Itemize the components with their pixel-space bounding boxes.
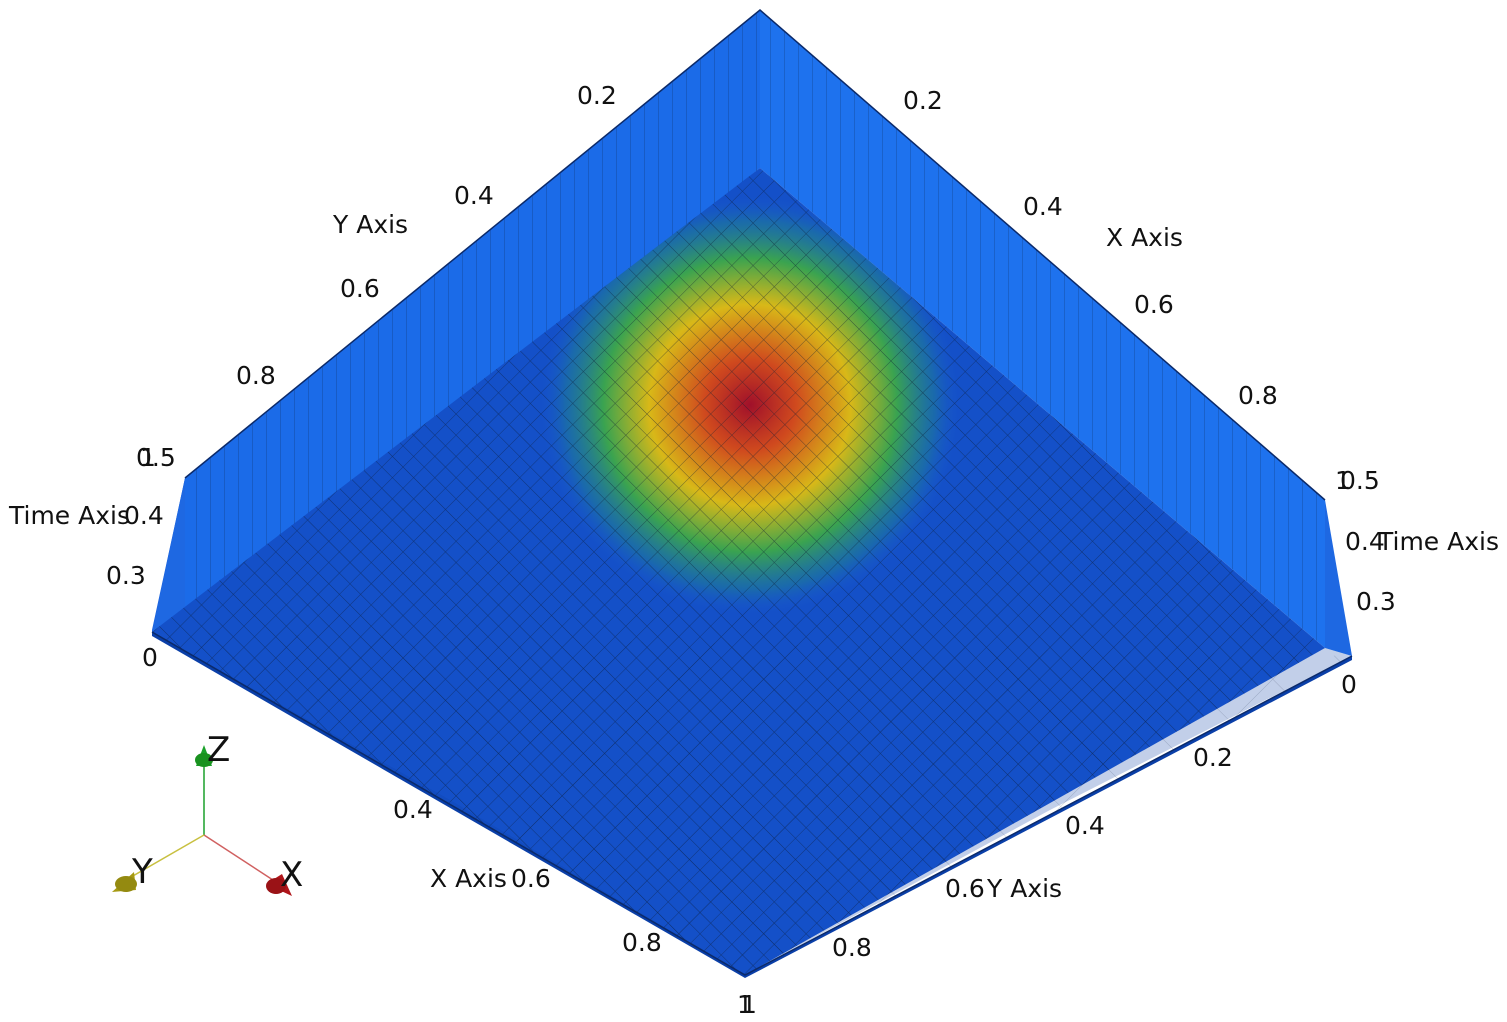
tick-label: 0.2	[1193, 743, 1233, 772]
axis-title-bottom-left: X Axis	[430, 864, 507, 893]
orientation-triad: Z X Y	[112, 730, 303, 896]
axis-title-side-right: Time Axis	[1377, 527, 1499, 556]
tick-label: 1	[140, 443, 156, 472]
tick-label: 1	[737, 990, 753, 1019]
axis-title-top-right: X Axis	[1106, 223, 1183, 252]
ticks-bottom-right: 0.2 0.4 0.6 0.8	[832, 743, 1233, 962]
tick-label: 0.8	[832, 933, 872, 962]
triad-x-label: X	[280, 855, 303, 895]
ticks-top-right: 0.2 0.4 0.6 0.8 1	[903, 86, 1351, 495]
x-axis-line	[203, 834, 277, 883]
axis-title-top-left: Y Axis	[332, 210, 408, 239]
right-edge-face	[1325, 500, 1352, 656]
tick-label: 0.4	[1345, 527, 1385, 556]
tick-label: 0.6	[1134, 290, 1174, 319]
y-axis-line	[125, 834, 205, 881]
ticks-side-left: 0.5 0.4 0.3 0	[106, 443, 176, 672]
tick-label: 0.2	[903, 86, 943, 115]
tick-label: 0.6	[511, 864, 551, 893]
mesh-model	[151, 9, 1353, 978]
tick-label: 0.8	[236, 361, 276, 390]
ticks-top-left: 0.2 0.4 0.6 0.8 1	[140, 81, 617, 472]
axis-title-side-left: Time Axis	[8, 501, 130, 530]
tick-label: 0.4	[1065, 811, 1105, 840]
tick-label: 0.8	[1238, 381, 1278, 410]
ticks-bottom-left: 0.4 0.6 0.8	[393, 795, 662, 957]
tick-label: 0.4	[393, 795, 433, 824]
tick-label: 0.3	[106, 561, 146, 590]
tick-label: 0.3	[1356, 587, 1396, 616]
left-edge-face	[152, 478, 185, 632]
ticks-side-right: 0.5 0.4 0.3 0	[1340, 466, 1396, 699]
tick-label: 0.2	[577, 81, 617, 110]
tick-label: 0.5	[1340, 466, 1380, 495]
tick-label: 0.6	[340, 274, 380, 303]
tick-label: 0.4	[124, 501, 164, 530]
tick-label: 1	[1335, 466, 1351, 495]
axis-title-bottom-right: Y Axis	[986, 874, 1062, 903]
tick-label: 0.8	[622, 928, 662, 957]
tick-label: 1	[741, 990, 757, 1019]
tick-label: 0	[1341, 670, 1357, 699]
tick-label: 0.4	[454, 181, 494, 210]
triad-z-label: Z	[207, 730, 230, 770]
tick-label: 0.5	[136, 443, 176, 472]
ticks-bottom-corner: 1 1	[737, 990, 757, 1019]
tick-label: 0.4	[1023, 192, 1063, 221]
tick-label: 0	[142, 643, 158, 672]
triad-y-label: Y	[131, 852, 153, 892]
tick-label: 0.6	[945, 874, 985, 903]
